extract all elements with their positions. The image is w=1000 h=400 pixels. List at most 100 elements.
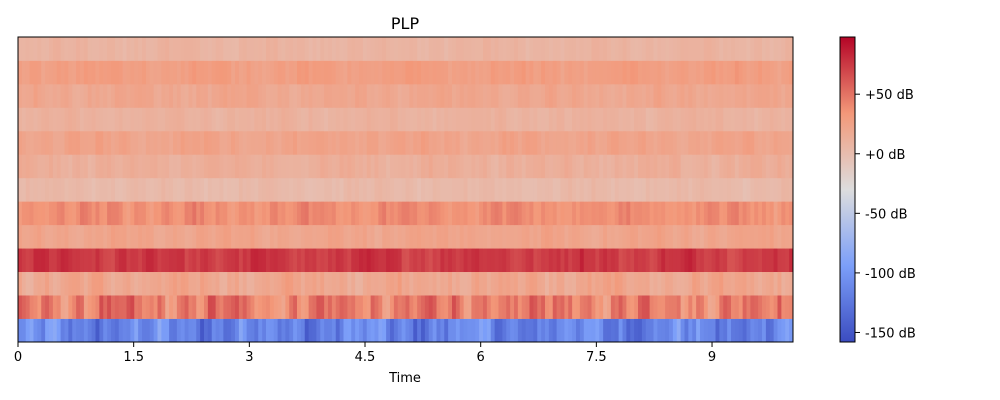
heatmap-cell	[525, 83, 530, 108]
heatmap-cell	[630, 224, 635, 249]
heatmap-cell	[467, 177, 472, 202]
heatmap-cell	[111, 154, 116, 179]
heatmap-cell	[103, 177, 108, 202]
heatmap-cell	[692, 248, 697, 273]
heatmap-cell	[366, 177, 372, 202]
heatmap-cell	[359, 37, 364, 61]
heatmap-cell	[331, 201, 337, 226]
heatmap-cell	[293, 271, 298, 296]
heatmap-cell	[490, 130, 496, 155]
heatmap-cell	[731, 271, 736, 296]
heatmap-cell	[486, 201, 492, 226]
heatmap-cell	[196, 130, 201, 155]
heatmap-cell	[409, 318, 414, 343]
heatmap-cell	[231, 248, 236, 273]
heatmap-cell	[742, 107, 747, 132]
heatmap-cell	[630, 83, 635, 108]
heatmap-cell	[417, 130, 422, 155]
heatmap-cell	[603, 248, 608, 273]
heatmap-cell	[374, 295, 379, 319]
heatmap-cell	[169, 295, 174, 319]
heatmap-cell	[715, 107, 720, 132]
heatmap-cell	[114, 271, 120, 296]
heatmap-cell	[362, 318, 368, 343]
heatmap-cell	[436, 295, 441, 319]
heatmap-cell	[285, 107, 290, 132]
heatmap-cell	[52, 154, 58, 179]
heatmap-cell	[215, 295, 220, 319]
heatmap-cell	[657, 60, 662, 85]
heatmap-cell	[188, 201, 193, 226]
heatmap-cell	[382, 60, 387, 85]
heatmap-cell	[734, 154, 740, 179]
heatmap-cell	[432, 177, 437, 202]
heatmap-cell	[355, 130, 360, 155]
heatmap-cell	[111, 37, 116, 61]
heatmap-cell	[347, 201, 352, 226]
heatmap-cell	[595, 318, 600, 343]
heatmap-cell	[769, 37, 775, 61]
heatmap-cell	[262, 37, 267, 61]
heatmap-cell	[126, 318, 131, 343]
heatmap-cell	[548, 107, 554, 132]
heatmap-cell	[169, 60, 174, 85]
heatmap-cell	[188, 60, 193, 85]
heatmap-cell	[285, 83, 290, 108]
heatmap-cell	[87, 271, 93, 296]
heatmap-cell	[734, 224, 740, 249]
heatmap-cell	[382, 37, 387, 61]
heatmap-cell	[545, 130, 550, 155]
heatmap-cell	[386, 60, 391, 85]
heatmap-cell	[634, 201, 639, 226]
heatmap-cell	[176, 224, 182, 249]
heatmap-cell	[560, 271, 565, 296]
heatmap-cell	[471, 37, 476, 61]
heatmap-cell	[696, 224, 701, 249]
heatmap-cell	[452, 60, 457, 85]
heatmap-cell	[293, 37, 298, 61]
heatmap-cell	[622, 271, 627, 296]
heatmap-cell	[122, 295, 127, 319]
heatmap-cell	[281, 295, 286, 319]
heatmap-cell	[347, 154, 352, 179]
heatmap-cell	[304, 201, 310, 226]
heatmap-cell	[572, 83, 577, 108]
heatmap-cell	[328, 130, 333, 155]
heatmap-cell	[703, 60, 709, 85]
heatmap-cell	[324, 107, 329, 132]
heatmap-cell	[184, 177, 189, 202]
heatmap-cell	[324, 83, 329, 108]
heatmap-cell	[49, 295, 54, 319]
heatmap-cell	[41, 60, 46, 85]
heatmap-cell	[626, 107, 631, 132]
heatmap-cell	[339, 295, 344, 319]
heatmap-cell	[331, 60, 337, 85]
heatmap-cell	[626, 83, 631, 108]
heatmap-cell	[424, 295, 430, 319]
heatmap-cell	[471, 130, 476, 155]
heatmap-cell	[781, 107, 786, 132]
heatmap-cell	[347, 130, 352, 155]
heatmap-cell	[254, 37, 259, 61]
heatmap-cell	[529, 130, 534, 155]
heatmap-cell	[471, 177, 476, 202]
heatmap-cell	[467, 201, 472, 226]
heatmap-cell	[405, 271, 410, 296]
heatmap-cell	[498, 224, 503, 249]
heatmap-cell	[413, 271, 418, 296]
heatmap-cell	[87, 130, 93, 155]
heatmap-cell	[64, 295, 69, 319]
heatmap-cell	[692, 83, 697, 108]
heatmap-cell	[308, 224, 313, 249]
heatmap-cell	[173, 177, 178, 202]
heatmap-cell	[738, 318, 744, 343]
heatmap-cell	[638, 271, 643, 296]
heatmap-cell	[382, 154, 387, 179]
heatmap-cell	[238, 177, 244, 202]
heatmap-cell	[366, 201, 372, 226]
heatmap-cell	[29, 130, 34, 155]
heatmap-cell	[393, 107, 399, 132]
heatmap-cell	[777, 154, 782, 179]
heatmap-cell	[789, 224, 794, 249]
